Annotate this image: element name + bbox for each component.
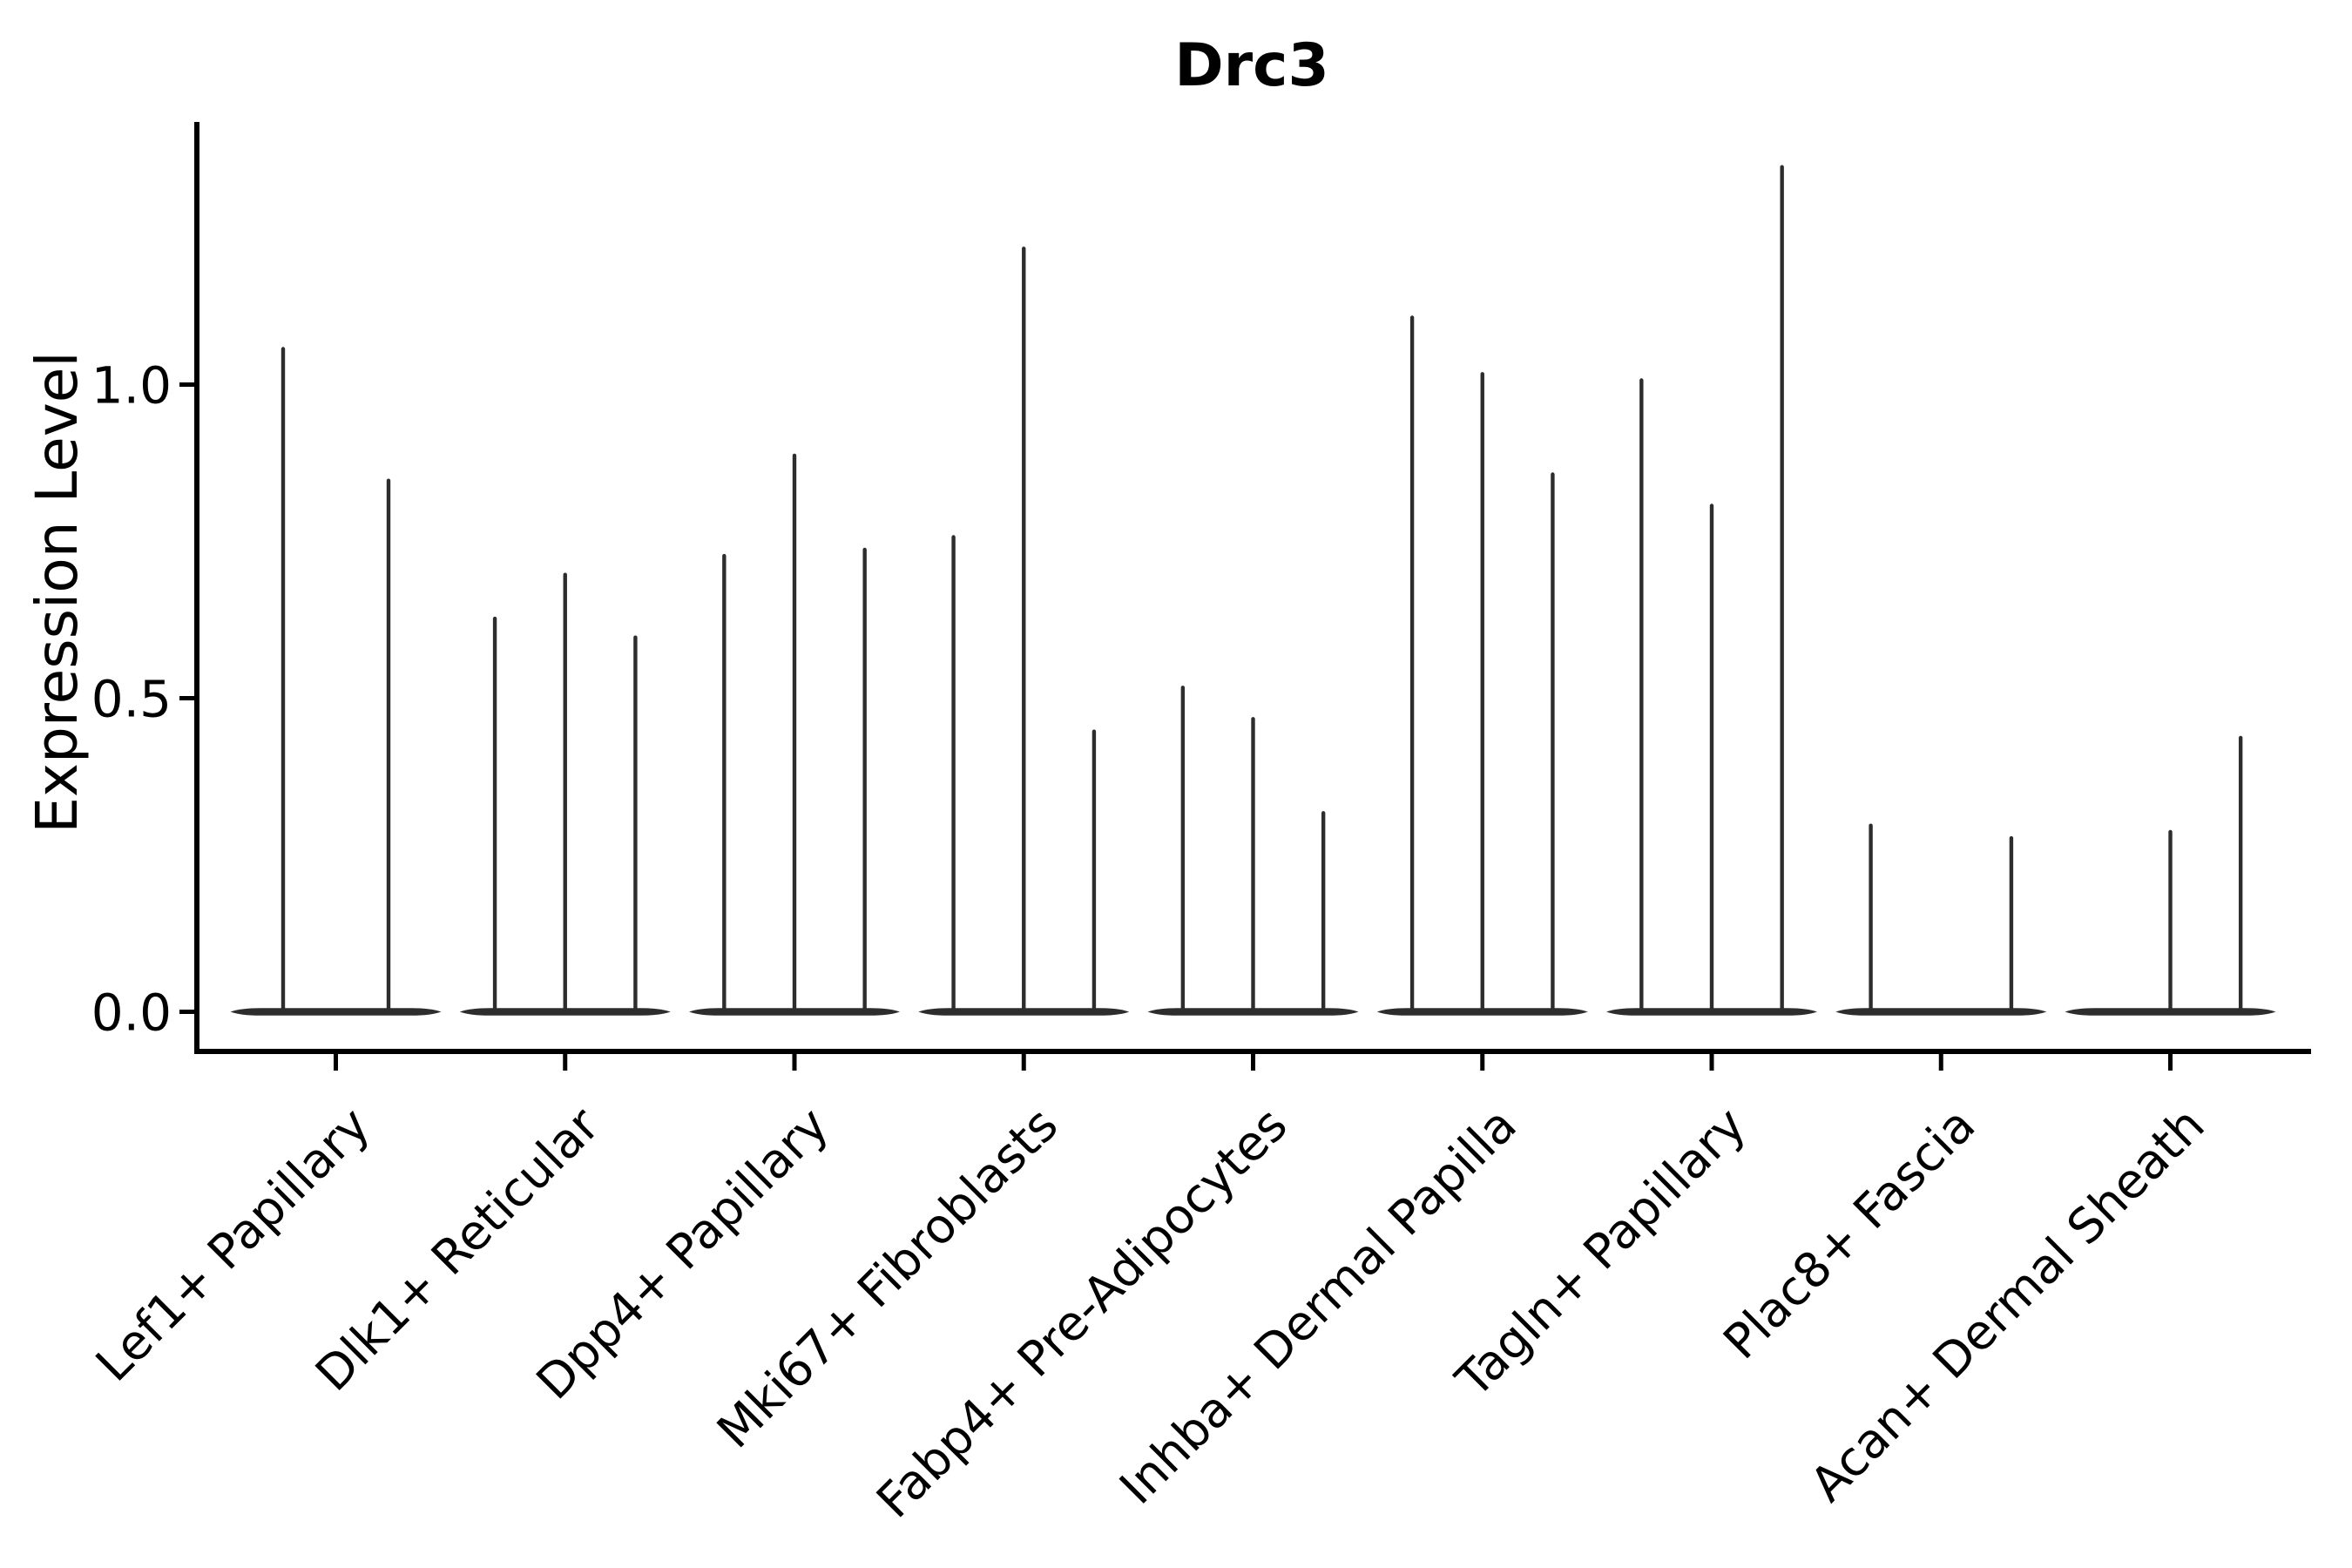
y-tick-label: 0.5 — [91, 669, 172, 728]
violin-needle — [386, 478, 391, 1014]
violin-baseline — [230, 1008, 442, 1016]
violin-needle — [2238, 735, 2243, 1014]
violin-needle — [2009, 835, 2014, 1014]
violin-needle — [951, 535, 956, 1014]
violin-needle — [1709, 504, 1714, 1014]
violin-group — [689, 453, 900, 1016]
y-tick-label: 1.0 — [91, 355, 172, 415]
violin-needle — [1551, 472, 1555, 1014]
violin-group — [230, 347, 442, 1016]
axes-layer: 0.0 0.5 1.0 — [91, 122, 2311, 1071]
violin-group — [1606, 165, 1817, 1016]
x-tick-label: Acan+ Dermal Sheath — [1800, 1097, 2215, 1512]
violin-needle — [1022, 247, 1026, 1014]
violin-group — [1835, 823, 2047, 1016]
chart-title: Drc3 — [1174, 31, 1329, 100]
x-tick-label: Fabp4+ Pre-Adipocytes — [866, 1097, 1298, 1529]
violin-needle — [862, 547, 867, 1014]
y-axis-label: Expression Level — [24, 351, 91, 833]
violin-needle — [722, 553, 727, 1014]
violins-layer — [230, 165, 2276, 1016]
violin-group — [918, 247, 1130, 1016]
violin-needle — [280, 347, 286, 1014]
violin-needle — [1180, 686, 1186, 1014]
violin-needle — [1409, 315, 1415, 1014]
violin-group — [459, 572, 671, 1016]
y-tick-label: 0.0 — [91, 983, 172, 1042]
violin-group — [1147, 686, 1359, 1016]
x-tick-label: Inhba+ Dermal Papilla — [1109, 1097, 1527, 1515]
violin-baseline — [1835, 1008, 2047, 1016]
violin-needle — [633, 635, 638, 1014]
violin-needle — [1092, 729, 1097, 1014]
violin-group — [1376, 315, 1588, 1016]
violin-needle — [563, 572, 567, 1014]
violin-needle — [492, 616, 497, 1014]
violin-needle — [1780, 165, 1784, 1014]
violin-needle — [2168, 829, 2173, 1014]
violin-needle — [792, 453, 797, 1014]
violin-needle — [1321, 811, 1326, 1014]
violin-needle — [1251, 717, 1255, 1014]
violin-needle — [1480, 372, 1484, 1014]
violin-needle — [1639, 378, 1644, 1014]
violin-needle — [1869, 823, 1873, 1014]
violin-group — [2065, 735, 2276, 1016]
